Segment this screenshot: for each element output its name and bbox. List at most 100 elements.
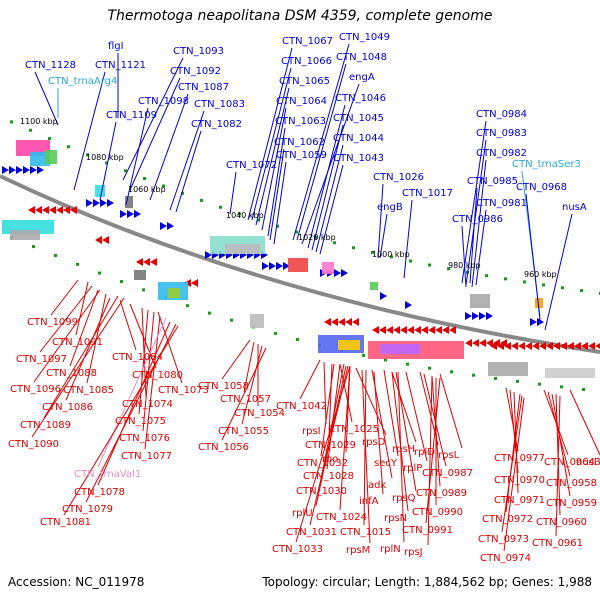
reverse-gene-leader — [86, 293, 107, 384]
reverse-gene-leader — [555, 395, 561, 537]
reverse-gene-label: rpsL — [438, 450, 460, 461]
reverse-gene-leader — [383, 369, 399, 457]
reverse-gene-label: rplU — [292, 508, 313, 519]
reverse-gene-leader — [43, 295, 119, 419]
reverse-gene-label: rpsD — [362, 437, 386, 448]
forward-gene-label: CTN_1045 — [333, 113, 384, 124]
reverse-gene-arrow — [567, 342, 574, 350]
reverse-gene-arrow — [518, 342, 525, 350]
forward-gene-leader — [73, 71, 106, 191]
forward-gene-label: CTN_1064 — [276, 96, 327, 107]
gc-dot — [542, 283, 545, 287]
reverse-gene-leader — [503, 397, 525, 552]
reverse-gene-arrow — [338, 318, 345, 326]
forward-gene-leader — [301, 83, 360, 245]
gc-dot — [362, 353, 365, 357]
forward-gene-label: CTN_1128 — [25, 60, 76, 71]
forward-gene-label: CTN_1067 — [282, 36, 333, 47]
forward-gene-leader — [403, 199, 413, 279]
reverse-gene-label: secY — [374, 458, 398, 469]
reverse-gene-label: CTN_1056 — [198, 442, 249, 453]
forward-gene-label: flgI — [108, 41, 124, 52]
reverse-gene-label: CTN_1015 — [340, 527, 391, 538]
reverse-gene-arrow — [532, 342, 539, 350]
gc-dot — [86, 153, 89, 157]
gene-category-block — [338, 340, 360, 350]
reverse-gene-leader — [513, 391, 519, 494]
gc-dot — [296, 337, 299, 341]
forward-gene-leader — [525, 193, 541, 321]
gc-dot — [257, 218, 260, 222]
gc-dot — [48, 137, 51, 141]
forward-gene-arrow — [93, 199, 100, 207]
forward-gene-label: CTN_1121 — [95, 60, 146, 71]
gc-dot — [29, 128, 32, 132]
gc-dot — [390, 255, 393, 259]
reverse-gene-label: CTN_1024 — [316, 512, 367, 523]
reverse-gene-label: CTN_0972 — [482, 514, 533, 525]
forward-gene-label: CTN_1049 — [339, 32, 390, 43]
reverse-gene-label: CTN_1074 — [122, 399, 173, 410]
gc-dot — [582, 387, 585, 391]
reverse-gene-label: CTN_1089 — [20, 420, 71, 431]
gene-category-block — [134, 270, 146, 280]
forward-gene-label: CTN_1046 — [335, 93, 386, 104]
reverse-gene-label: CTN_1076 — [119, 433, 170, 444]
reverse-gene-arrow — [504, 342, 511, 350]
gc-dot — [371, 250, 374, 254]
forward-gene-label: CTN_0983 — [476, 128, 527, 139]
gc-dot — [67, 145, 70, 149]
gc-dot — [580, 289, 583, 293]
forward-gene-arrow — [276, 262, 283, 270]
reverse-gene-label: CTN_1085 — [63, 385, 114, 396]
forward-gene-leader — [307, 104, 346, 249]
reverse-gene-leader — [75, 281, 89, 336]
forward-gene-leader — [175, 130, 202, 213]
gc-dot — [295, 230, 298, 234]
reverse-gene-label: CTN_1055 — [218, 426, 269, 437]
reverse-gene-arrow — [63, 206, 70, 214]
forward-gene-label: CTN_1065 — [279, 76, 330, 87]
reverse-gene-leader — [427, 375, 433, 546]
reverse-gene-arrow — [414, 326, 421, 334]
gc-dot — [447, 267, 450, 271]
forward-gene-leader — [471, 159, 487, 288]
gc-dot — [10, 120, 13, 124]
reverse-gene-label: CTN_1058 — [198, 381, 249, 392]
forward-gene-leader — [122, 57, 184, 181]
forward-gene-label: CTN_1082 — [191, 119, 242, 130]
reverse-gene-arrow — [421, 326, 428, 334]
scale-tick-label: 1020 kbp — [298, 233, 336, 242]
forward-gene-arrow — [120, 210, 127, 218]
forward-gene-arrow — [100, 199, 107, 207]
reverse-gene-label: CTN_1031 — [286, 527, 337, 538]
forward-gene-arrow — [486, 312, 493, 320]
forward-gene-label: CTN_0982 — [476, 148, 527, 159]
reverse-gene-leader — [33, 289, 101, 383]
forward-gene-leader — [461, 120, 487, 284]
forward-gene-leader — [34, 71, 59, 126]
reverse-gene-arrow — [428, 326, 435, 334]
gene-category-block — [250, 314, 264, 328]
forward-gene-leader — [315, 144, 344, 253]
forward-gene-arrow — [30, 166, 37, 174]
forward-gene-arrow — [167, 222, 174, 230]
reverse-gene-arrow — [511, 342, 518, 350]
gc-dot — [238, 212, 241, 216]
reverse-gene-leader — [138, 309, 149, 415]
reverse-gene-leader — [97, 321, 171, 486]
reverse-gene-arrow — [449, 326, 456, 334]
gene-category-block — [545, 368, 595, 378]
forward-gene-leader — [125, 107, 149, 206]
reverse-gene-arrow — [479, 339, 486, 347]
reverse-gene-label: CTN_0990 — [412, 507, 463, 518]
reverse-gene-label: CTN_1081 — [40, 517, 91, 528]
reverse-gene-arrow — [102, 236, 109, 244]
reverse-gene-label: CTN_1029 — [305, 440, 356, 451]
gene-category-block — [470, 294, 490, 308]
reverse-gene-leader — [299, 359, 321, 400]
forward-gene-label: CTN_trnaSer3 — [512, 159, 581, 170]
reverse-gene-leader — [320, 363, 335, 457]
forward-gene-label: nusA — [562, 202, 587, 213]
forward-gene-label: CTN_1017 — [402, 188, 453, 199]
